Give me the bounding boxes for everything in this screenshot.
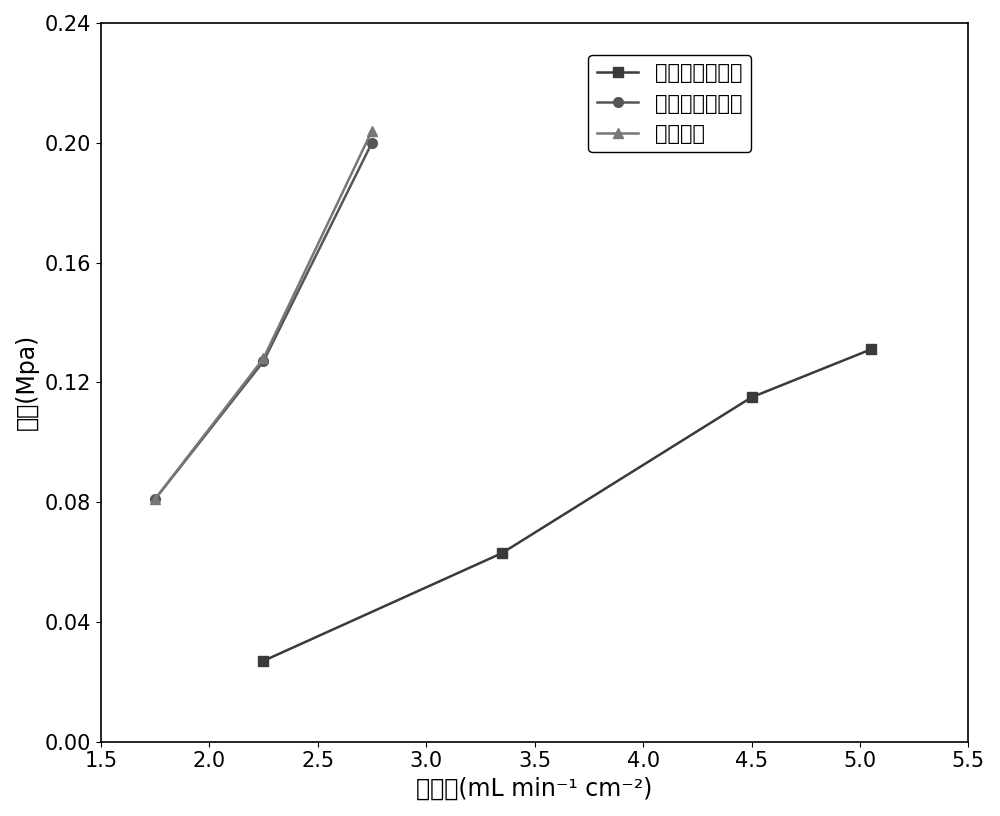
- 二分叉指型流道: [746, 392, 758, 402]
- 传统叉指型流道: [149, 494, 161, 504]
- 蛇形流道: [366, 126, 378, 135]
- X-axis label: 比流量(mL min⁻¹ cm⁻²): 比流量(mL min⁻¹ cm⁻²): [416, 777, 653, 801]
- 传统叉指型流道: [366, 138, 378, 148]
- 蛇形流道: [149, 494, 161, 504]
- Line: 蛇形流道: 蛇形流道: [150, 126, 377, 504]
- Line: 二分叉指型流道: 二分叉指型流道: [259, 344, 876, 666]
- Y-axis label: 压降(Mpa): 压降(Mpa): [15, 335, 39, 431]
- Line: 传统叉指型流道: 传统叉指型流道: [150, 138, 377, 504]
- 二分叉指型流道: [865, 344, 877, 354]
- Legend: 二分叉指型流道, 传统叉指型流道, 蛇形流道: 二分叉指型流道, 传统叉指型流道, 蛇形流道: [588, 55, 751, 153]
- 二分叉指型流道: [496, 548, 508, 558]
- 传统叉指型流道: [257, 357, 269, 366]
- 二分叉指型流道: [257, 656, 269, 666]
- 蛇形流道: [257, 353, 269, 363]
